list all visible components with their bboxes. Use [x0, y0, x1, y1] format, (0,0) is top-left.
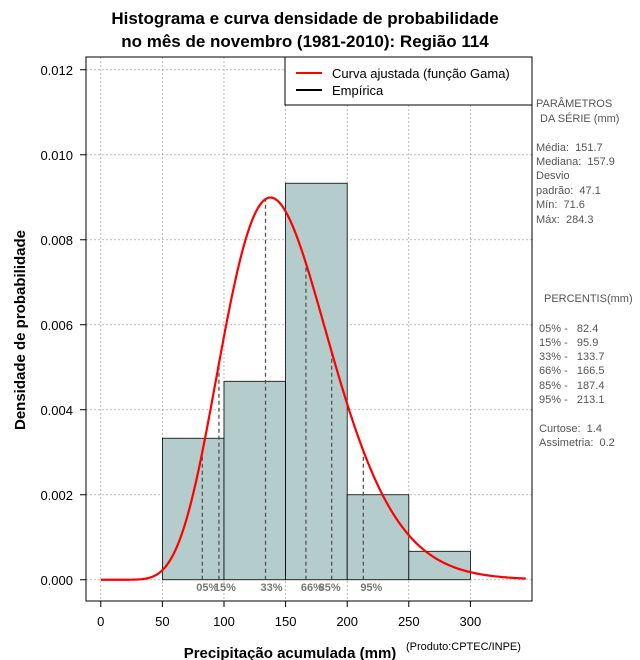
histogram-bar	[408, 550, 471, 581]
x-tick-label: 0	[97, 614, 104, 629]
x-axis-label: Precipitação acumulada (mm)	[184, 645, 397, 660]
stat-mediana: Mediana: 157.9	[536, 156, 615, 168]
stat-media: Média: 151.7	[536, 142, 603, 154]
histogram-bar	[223, 380, 286, 581]
histogram-bar	[285, 182, 348, 581]
percentil-95: 95% - 213.1	[539, 394, 605, 406]
gamma-fit-curve	[100, 196, 526, 581]
params-header-1: PARÂMETROS	[536, 98, 613, 110]
percentil-66: 66% - 166.5	[539, 365, 605, 377]
percentil-15: 15% - 95.9	[539, 337, 599, 349]
stat-desvio-value: padrão: 47.1	[536, 185, 601, 197]
x-tick-label: 50	[155, 614, 169, 629]
stat-desvio-label: Desvio	[536, 170, 570, 182]
percentile-label: 85%	[319, 582, 341, 594]
y-tick-label: 0.004	[40, 403, 73, 418]
legend-entry: Curva ajustada (função Gama)	[332, 66, 510, 81]
percentile-label: 95%	[360, 582, 382, 594]
legend-box	[284, 56, 533, 106]
percentil-05: 05% - 82.4	[539, 323, 599, 335]
y-tick-label: 0.008	[40, 233, 73, 248]
x-tick-label: 250	[398, 614, 420, 629]
x-tick-label: 200	[336, 614, 358, 629]
x-tick-label: 300	[460, 614, 482, 629]
x-tick-label: 100	[213, 614, 235, 629]
stat-curtose: Curtose: 1.4	[539, 423, 602, 435]
y-tick-label: 0.012	[40, 63, 73, 78]
stat-min: Mín: 71.6	[536, 199, 585, 211]
legend-entry: Empírica	[332, 83, 384, 98]
y-tick-label: 0.000	[40, 573, 73, 588]
y-tick-label: 0.010	[40, 148, 73, 163]
percentil-33: 33% - 133.7	[539, 351, 605, 363]
y-tick-label: 0.002	[40, 488, 73, 503]
percentile-label: 05%	[196, 582, 218, 594]
y-axis-label: Densidade de probabilidade	[12, 230, 29, 430]
stat-max: Máx: 284.3	[536, 214, 594, 226]
chart-title-line-2: no mês de novembro (1981-2010): Região 1…	[121, 32, 489, 51]
params-header-2: DA SÉRIE (mm)	[540, 113, 620, 125]
stat-assimetria: Assimetria: 0.2	[539, 437, 615, 449]
product-credit: (Produto:CPTEC/INPE)	[406, 641, 521, 653]
percentile-label: 15%	[214, 582, 236, 594]
percentile-label: 66%	[301, 582, 323, 594]
x-tick-label: 150	[275, 614, 297, 629]
histogram-bar	[346, 494, 410, 581]
chart-title-line-1: Histograma e curva densidade de probabil…	[111, 9, 499, 28]
percentil-85: 85% - 187.4	[539, 380, 605, 392]
percentile-label: 33%	[260, 582, 282, 594]
y-tick-label: 0.006	[40, 318, 73, 333]
percentis-header: PERCENTIS(mm)	[544, 293, 633, 305]
